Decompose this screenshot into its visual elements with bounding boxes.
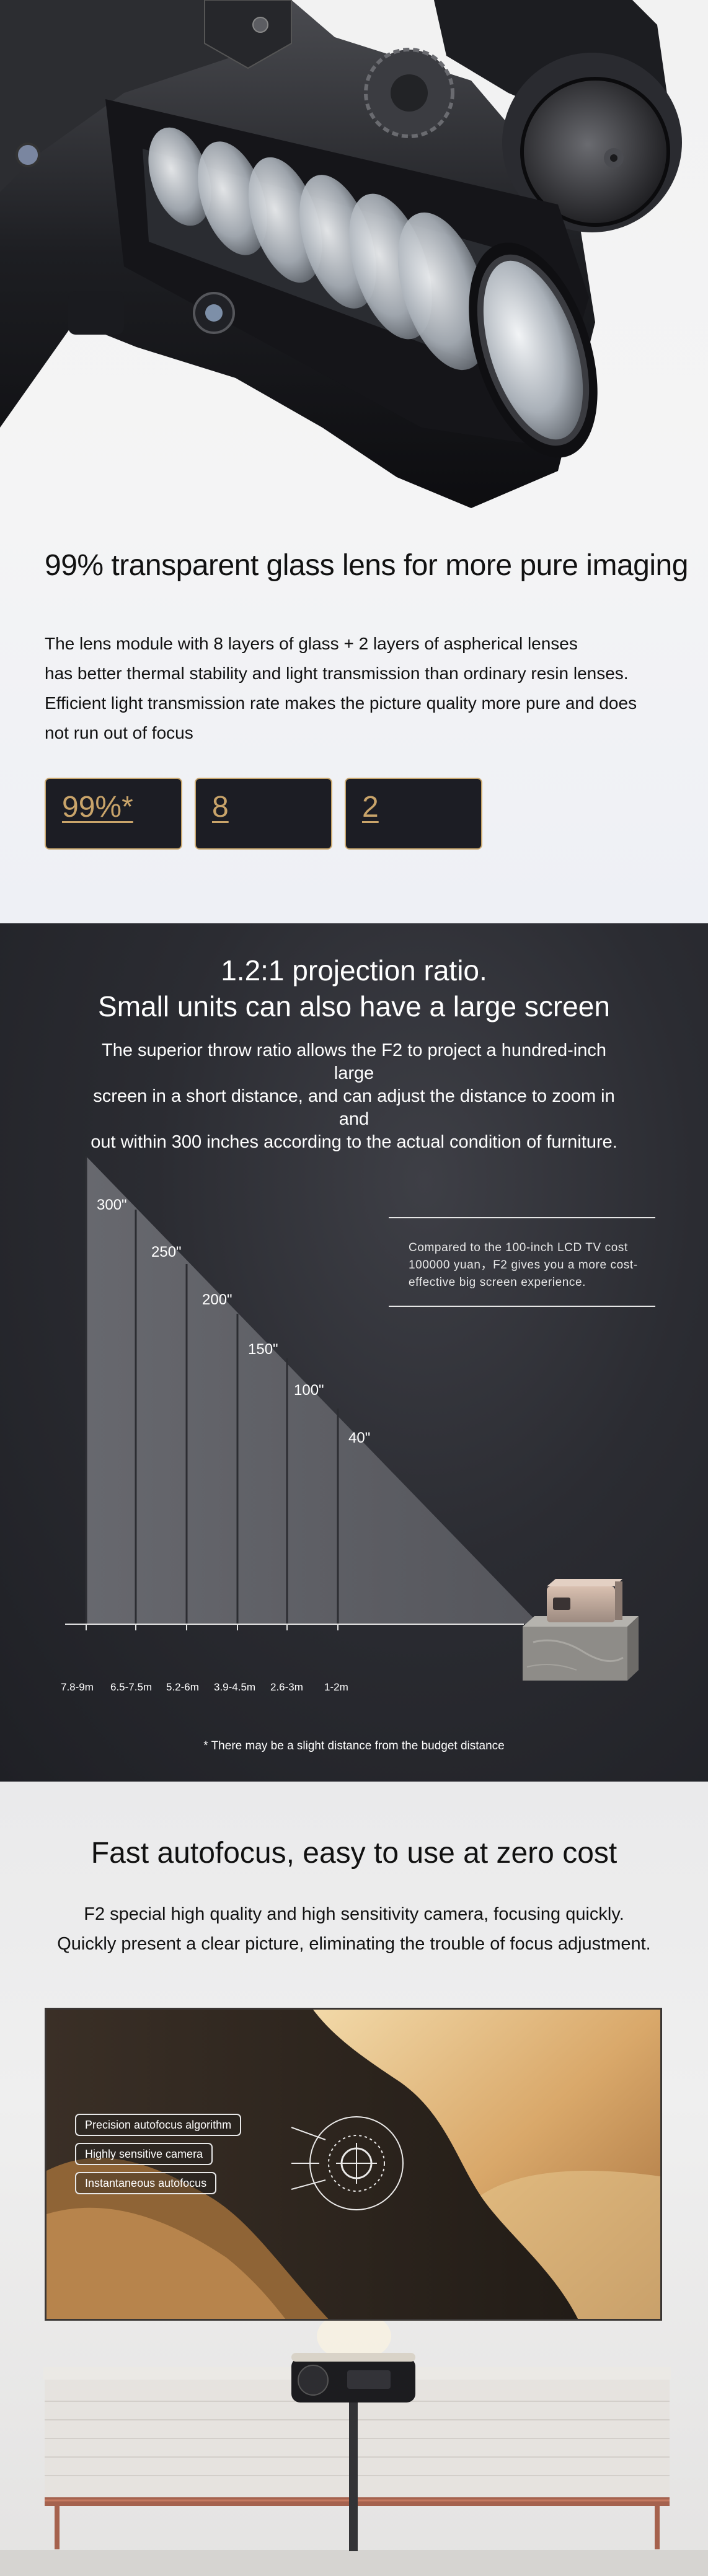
focus-target-icon: [291, 2116, 404, 2210]
stat-value: 2: [362, 791, 379, 824]
ratio-title: 1.2:1 projection ratio.: [221, 954, 487, 987]
lens-description: The lens module with 8 layers of glass +…: [45, 629, 671, 748]
screen-size-label: 100": [294, 1382, 324, 1399]
distance-label: 3.9-4.5m: [214, 1681, 255, 1693]
distance-label: 1-2m: [324, 1681, 348, 1693]
ratio-description: The superior throw ratio allows the F2 t…: [81, 1039, 627, 1154]
feature-tag: Instantaneous autofocus: [75, 2172, 217, 2194]
comparison-note: Compared to the 100-inch LCD TV cost 100…: [389, 1217, 655, 1307]
feature-tag: Highly sensitive camera: [75, 2143, 213, 2165]
autofocus-description-line: Quickly present a clear picture, elimina…: [57, 1934, 651, 1954]
lens-title: 99% transparent glass lens for more pure…: [45, 549, 688, 582]
autofocus-description: F2 special high quality and high sensiti…: [0, 1899, 708, 1959]
screen-size-label: 150": [248, 1341, 278, 1358]
lens-module-illustration: [0, 0, 682, 508]
lens-description-line: Efficient light transmission rate makes …: [45, 693, 637, 713]
screen-size-label: 200": [202, 1291, 232, 1308]
screen-size-label: 300": [97, 1197, 127, 1213]
distance-label: 6.5-7.5m: [110, 1681, 152, 1693]
autofocus-title: Fast autofocus, easy to use at zero cost: [91, 1837, 617, 1870]
ratio-description-line: out within 300 inches according to the a…: [91, 1132, 617, 1152]
distance-label: 5.2-6m: [166, 1681, 199, 1693]
throw-distance-diagram: 300" 250" 200" 150" 100" 40" 7.8-9m 6.5-…: [61, 1156, 639, 1693]
projector-on-pedestal: [523, 1579, 639, 1681]
projection-ratio-section: 1.2:1 projection ratio. Small units can …: [0, 923, 708, 1782]
autofocus-section: Fast autofocus, easy to use at zero cost…: [0, 1782, 708, 2576]
stat-card-aspherical-layers: 2: [345, 778, 482, 850]
comparison-note-text: Compared to the 100-inch LCD TV cost 100…: [409, 1241, 638, 1289]
autofocus-description-line: F2 special high quality and high sensiti…: [84, 1904, 624, 1924]
stat-value: 99%*: [62, 791, 133, 824]
projector: [291, 2311, 415, 2551]
lens-description-line: has better thermal stability and light t…: [45, 664, 629, 683]
ratio-description-line: screen in a short distance, and can adju…: [93, 1086, 615, 1129]
desert-dune-image: [46, 2010, 660, 2319]
screen-size-label: 250": [151, 1244, 182, 1260]
lens-section: 99% transparent glass lens for more pure…: [0, 0, 708, 923]
distance-footnote: * There may be a slight distance from th…: [203, 1739, 505, 1752]
lens-description-line: The lens module with 8 layers of glass +…: [45, 634, 578, 653]
room-scene: [0, 2311, 708, 2576]
distance-label: 7.8-9m: [61, 1681, 94, 1693]
feature-tag: Precision autofocus algorithm: [75, 2114, 242, 2136]
stat-card-transparency: 99%*: [45, 778, 182, 850]
stat-value: 8: [212, 791, 229, 824]
stat-card-glass-layers: 8: [195, 778, 332, 850]
distance-label: 2.6-3m: [270, 1681, 303, 1693]
lens-stats: 99%* 8 2: [45, 778, 482, 850]
ratio-subtitle: Small units can also have a large screen: [98, 990, 610, 1022]
screen-size-label: 40": [348, 1430, 370, 1446]
lens-description-line: not run out of focus: [45, 723, 193, 742]
projection-screen: Precision autofocus algorithm Highly sen…: [45, 2008, 662, 2321]
ratio-description-line: The superior throw ratio allows the F2 t…: [101, 1040, 607, 1083]
